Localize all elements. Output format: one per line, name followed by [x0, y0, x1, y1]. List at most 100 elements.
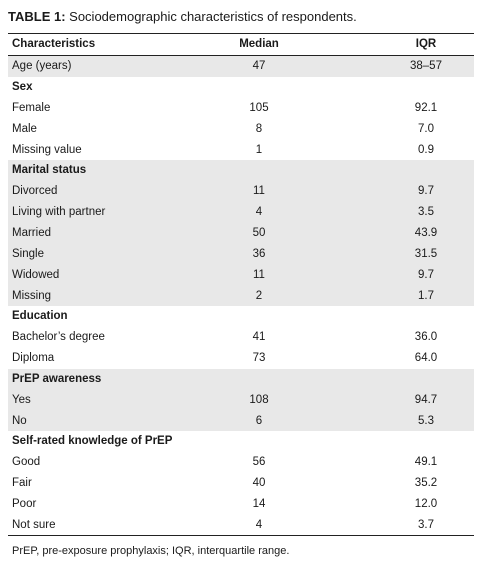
iqr-cell: 12.0 [414, 497, 438, 510]
median-cell: 2 [188, 285, 318, 306]
median-cell: 11 [188, 180, 318, 202]
table-row: Good 56 49.1 [8, 452, 474, 473]
row-label: Diploma [12, 352, 55, 365]
iqr-cell: 9.7 [318, 264, 474, 286]
row-label: Male [12, 122, 37, 135]
row-label: Not sure [12, 518, 56, 531]
sociodemographic-table: Characteristics Median IQR Age (years) 47… [8, 33, 474, 536]
table-row: No 6 5.3 [8, 410, 474, 432]
iqr-cell: 43.9 [318, 222, 474, 244]
row-label: PrEP awareness [8, 368, 188, 390]
row-label: Bachelor’s degree [12, 331, 105, 344]
iqr-cell: 36.0 [414, 331, 438, 344]
header-row: Characteristics Median IQR [8, 33, 474, 56]
table-row: Single 36 31.5 [8, 243, 474, 265]
iqr-cell: 94.7 [318, 389, 474, 411]
row-label: Self-rated knowledge of PrEP [12, 435, 173, 448]
row-label: Good [12, 456, 41, 469]
iqr-cell: 38–57 [318, 55, 474, 77]
median-cell: 41 [252, 331, 266, 344]
iqr-cell: 64.0 [414, 352, 438, 365]
table-caption-text: Sociodemographic characteristics of resp… [65, 9, 357, 24]
row-label: Yes [8, 389, 188, 411]
table-row: Bachelor’s degree 41 36.0 [8, 327, 474, 348]
table-caption: TABLE 1: Sociodemographic characteristic… [8, 7, 476, 27]
table-header: Characteristics Median IQR [8, 33, 474, 56]
median-cell: 1 [255, 143, 263, 156]
column-header-median: Median [239, 38, 279, 51]
table-row: Female 105 92.1 [8, 98, 474, 119]
table-row: Married 50 43.9 [8, 222, 474, 244]
iqr-cell [318, 431, 474, 452]
iqr-cell [318, 77, 474, 98]
table-row: Age (years) 47 38–57 [8, 55, 474, 77]
table-row: Not sure 4 3.7 [8, 514, 474, 536]
median-cell: 105 [249, 101, 269, 114]
row-label: Missing value [12, 143, 82, 156]
iqr-cell: 49.1 [414, 456, 438, 469]
iqr-cell: 35.2 [414, 477, 438, 490]
median-cell: 40 [252, 477, 266, 490]
median-cell [188, 160, 318, 181]
median-cell: 36 [188, 243, 318, 265]
iqr-cell: 1.7 [318, 285, 474, 306]
table-row: Fair 40 35.2 [8, 473, 474, 494]
iqr-cell: 31.5 [318, 243, 474, 265]
iqr-cell [318, 160, 474, 181]
iqr-cell: 3.7 [418, 518, 434, 531]
iqr-cell [318, 306, 474, 327]
table-row: Missing value 1 0.9 [8, 139, 474, 160]
row-label: Single [8, 243, 188, 265]
median-cell: 8 [255, 122, 263, 135]
section-header-row: Education [8, 306, 474, 327]
table-footnote: PrEP, pre-exposure prophylaxis; IQR, int… [12, 545, 290, 558]
iqr-cell: 9.7 [318, 180, 474, 202]
iqr-cell: 3.5 [318, 201, 474, 223]
median-cell: 4 [255, 518, 263, 531]
table-row: Living with partner 4 3.5 [8, 201, 474, 223]
table-row: Diploma 73 64.0 [8, 348, 474, 369]
iqr-cell: 7.0 [418, 122, 434, 135]
section-header-row: Sex [8, 77, 474, 98]
table-row: Missing 2 1.7 [8, 285, 474, 306]
row-label: Marital status [8, 160, 188, 181]
median-cell: 56 [252, 456, 266, 469]
table-row: Widowed 11 9.7 [8, 264, 474, 286]
median-cell [188, 431, 318, 452]
section-header-row: PrEP awareness [8, 368, 474, 390]
row-label: Living with partner [8, 201, 188, 223]
table-row: Male 8 7.0 [8, 118, 474, 139]
median-cell: 50 [188, 222, 318, 244]
median-cell: 14 [252, 497, 266, 510]
section-header-row: Marital status [8, 160, 474, 181]
iqr-cell: 5.3 [318, 410, 474, 432]
table-row: Yes 108 94.7 [8, 389, 474, 411]
row-label: Age (years) [8, 55, 188, 77]
section-header-row: Self-rated knowledge of PrEP [8, 431, 474, 452]
median-cell: 11 [188, 264, 318, 286]
column-header-characteristics: Characteristics [12, 38, 96, 51]
median-cell: 108 [188, 389, 318, 411]
median-cell [188, 77, 318, 98]
row-label: Education [12, 310, 68, 323]
row-label: Poor [12, 497, 37, 510]
row-label: Married [8, 222, 188, 244]
table-caption-label: TABLE 1: [8, 9, 66, 24]
row-label: Missing [8, 285, 188, 306]
row-label: Fair [12, 477, 32, 490]
row-label: No [8, 410, 188, 432]
median-cell: 4 [188, 201, 318, 223]
table-row: Divorced 11 9.7 [8, 180, 474, 202]
median-cell: 6 [188, 410, 318, 432]
column-header-iqr: IQR [415, 38, 437, 51]
row-label: Widowed [8, 264, 188, 286]
median-cell [188, 368, 318, 390]
iqr-cell: 92.1 [414, 101, 438, 114]
median-cell [188, 306, 318, 327]
table-row: Poor 14 12.0 [8, 494, 474, 515]
row-label: Sex [12, 81, 33, 94]
iqr-cell [318, 368, 474, 390]
median-cell: 47 [188, 55, 318, 77]
median-cell: 73 [252, 352, 266, 365]
